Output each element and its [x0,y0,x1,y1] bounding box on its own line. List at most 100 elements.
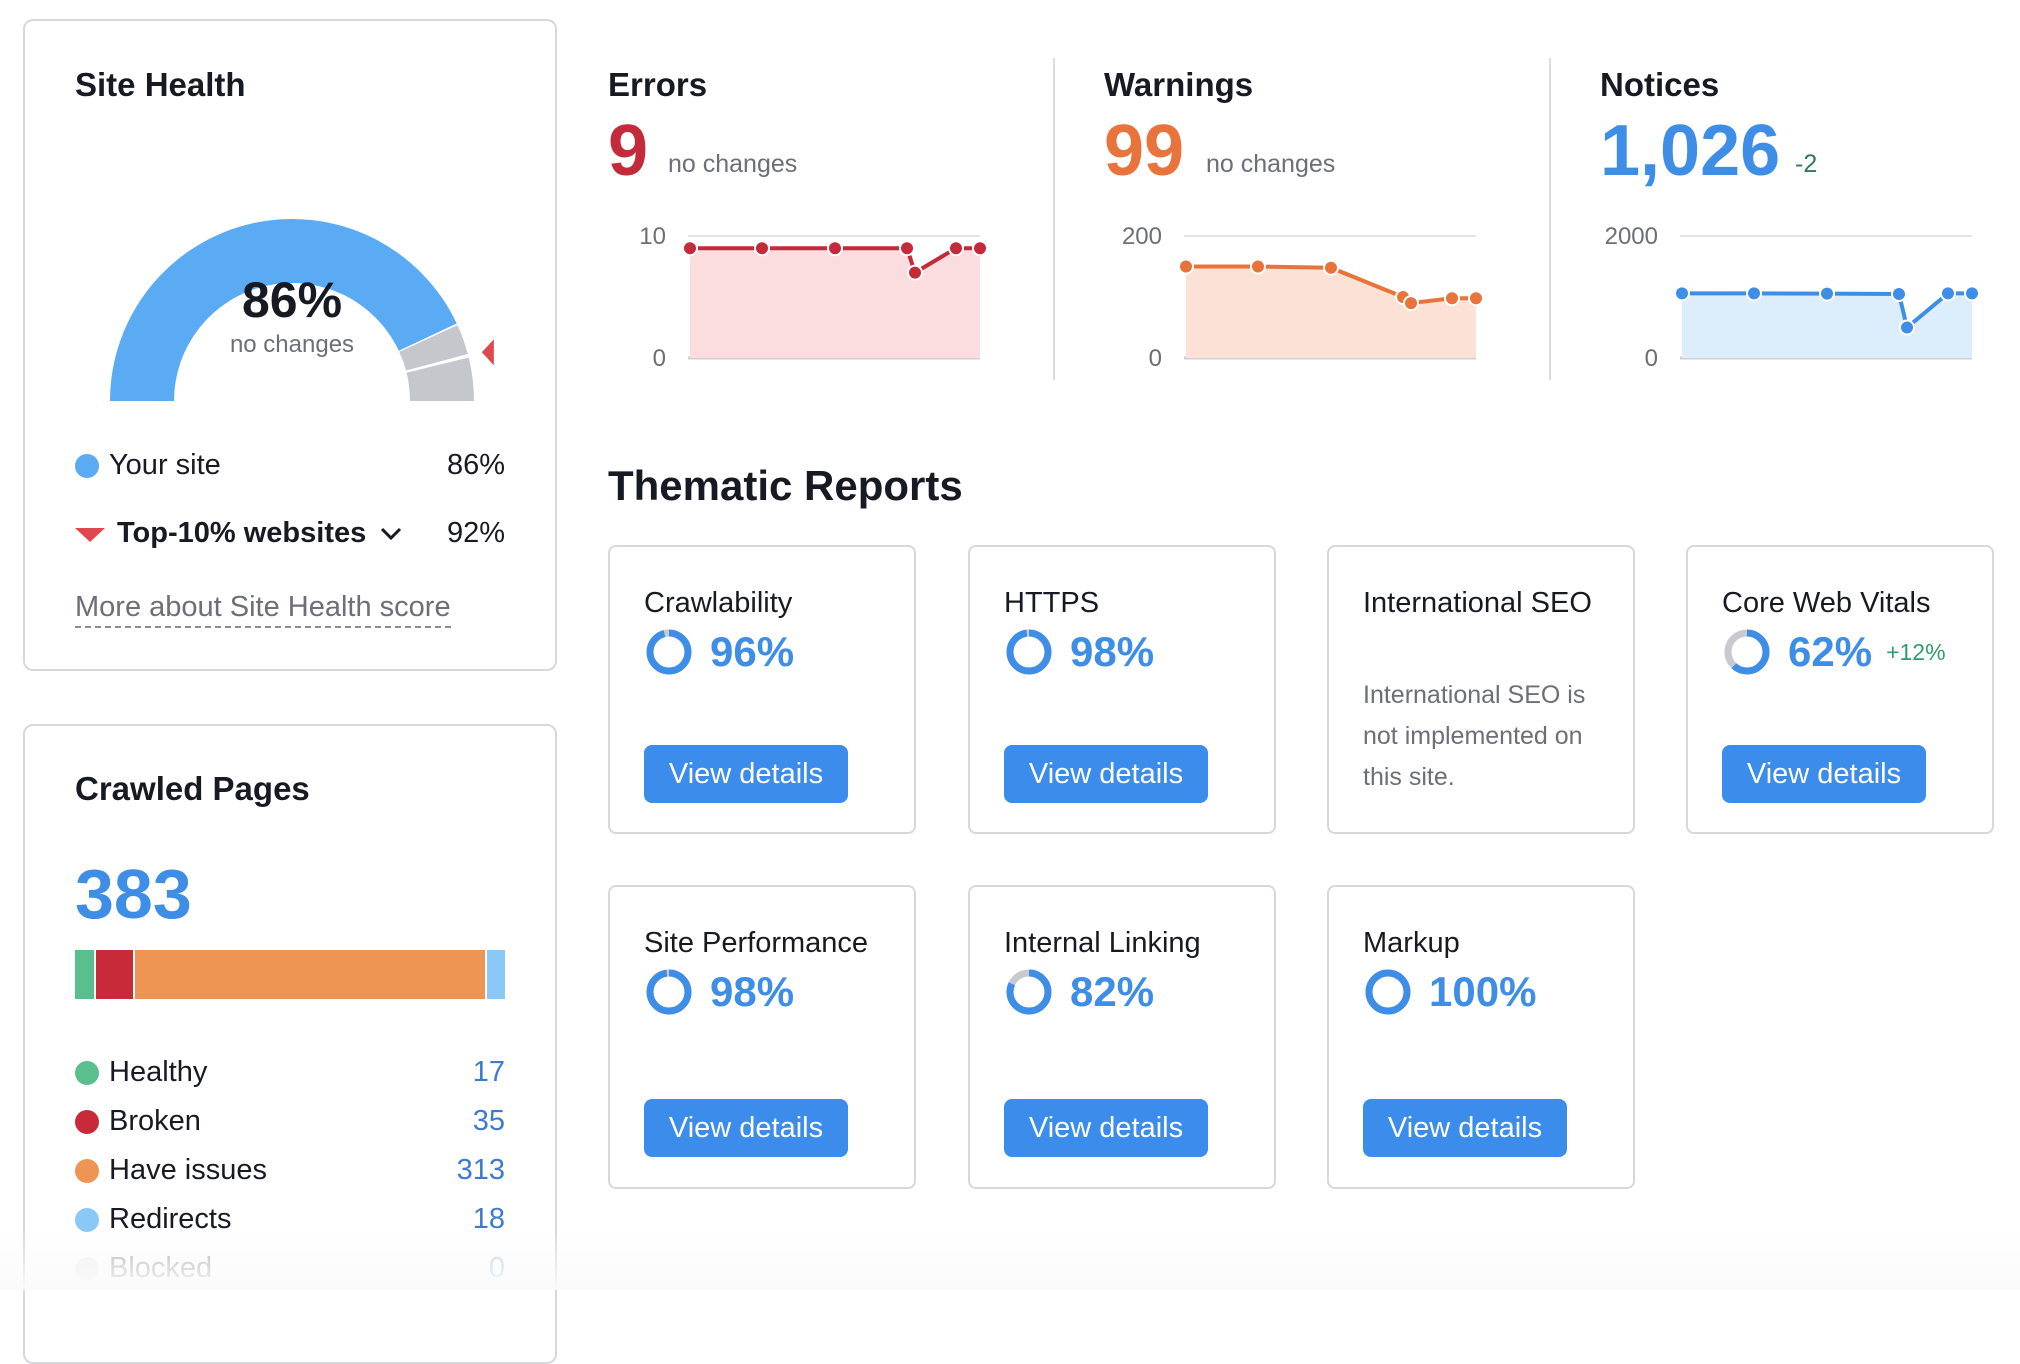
legend-value[interactable]: 35 [472,1105,505,1137]
legend-your-site: Your site 86% [75,449,505,482]
legend-top10[interactable]: Top-10% websites 92% [75,517,505,550]
bar-segment-broken[interactable] [94,950,134,999]
crawled-legend-row[interactable]: Healthy 17 [75,1056,505,1089]
site-health-score: 86% [241,272,343,328]
report-card-core-web-vitals: Core Web Vitals 62% +12% View details [1686,545,1994,834]
crawled-pages-bar [75,950,505,999]
report-delta: +12% [1886,638,1946,665]
area-fill [690,248,980,358]
data-point[interactable] [1178,258,1194,275]
data-point[interactable] [1819,285,1835,302]
data-point[interactable] [907,264,923,281]
triangle-down-icon [75,527,105,542]
view-details-button[interactable]: View details [1363,1099,1567,1157]
legend-label: Your site [109,449,221,481]
notices-metric: Notices 1,026 -2 2000 0 [1600,58,2020,378]
report-name: Site Performance [644,927,869,959]
data-point[interactable] [1891,285,1907,302]
chevron-down-icon[interactable] [380,527,402,541]
legend-value[interactable]: 17 [472,1056,505,1088]
data-point[interactable] [1746,285,1762,302]
report-name: Core Web Vitals [1722,587,1931,619]
y-tick-label: 10 [639,223,666,250]
data-point[interactable] [948,240,964,257]
metric-value[interactable]: 1,026 [1600,111,1781,191]
warnings-metric: Warnings 99 no changes 200 0 [1104,58,1544,378]
legend-value[interactable]: 313 [456,1154,505,1186]
data-point[interactable] [1468,290,1484,307]
bottom-fade [0,1230,2020,1290]
y-tick-label: 0 [1645,345,1658,372]
crawled-pages-total[interactable]: 383 [75,855,192,933]
report-name: Internal Linking [1004,927,1201,959]
data-point[interactable] [682,240,698,257]
report-name: Crawlability [644,587,793,619]
data-point[interactable] [1964,285,1980,302]
thematic-reports-title: Thematic Reports [608,462,963,509]
errors-metric: Errors 9 no changes 10 0 [608,58,1048,378]
metric-sparkline: 2000 0 [1605,223,1980,372]
metric-change: no changes [668,150,798,178]
report-percent: 98% [1070,628,1155,675]
crawled-legend-row[interactable]: Have issues 313 [75,1154,505,1187]
data-point[interactable] [1674,285,1690,302]
metric-value[interactable]: 9 [608,111,649,191]
data-point[interactable] [1403,295,1419,312]
more-about-site-health-link[interactable]: More about Site Health score [75,591,451,628]
top10-marker-icon [481,339,494,366]
data-point[interactable] [754,240,770,257]
view-details-button[interactable]: View details [644,745,848,803]
report-percent: 82% [1070,968,1155,1015]
bar-segment-healthy[interactable] [75,950,95,999]
progress-ring-icon [646,629,692,675]
status-dot-icon [75,1207,99,1232]
blue-dot-icon [75,453,99,478]
metric-change: -2 [1795,150,1818,178]
report-card-site-performance: Site Performance 98% View details [608,885,916,1189]
crawled-legend-row[interactable]: Broken 35 [75,1105,505,1138]
site-health-gauge [110,219,494,401]
report-description: International SEO is not implemented on … [1363,681,1586,791]
data-point[interactable] [1250,258,1266,275]
report-name: International SEO [1363,587,1592,619]
progress-ring-icon [646,969,692,1015]
view-details-button[interactable]: View details [1004,745,1208,803]
area-fill [1186,266,1476,358]
data-point[interactable] [1940,285,1956,302]
gauge-remaining-arc [406,357,474,401]
view-details-button[interactable]: View details [1722,745,1926,803]
bar-segment-have-issues[interactable] [133,950,485,999]
site-health-card: Site Health 86% no changes Your site 86%… [23,19,557,671]
legend-value[interactable]: 18 [472,1203,505,1235]
metric-value[interactable]: 99 [1104,111,1185,191]
report-score: 96% [644,627,794,677]
data-point[interactable] [1323,259,1339,276]
progress-ring-icon [1006,969,1052,1015]
site-health-change: no changes [229,331,355,358]
report-score: 62% +12% [1722,627,1946,677]
data-point[interactable] [827,240,843,257]
legend-value: 92% [446,517,505,549]
divider [1053,58,1055,380]
metric-title: Notices [1600,66,1720,103]
status-dot-icon [75,1060,99,1085]
crawled-pages-title: Crawled Pages [75,770,310,807]
crawled-legend-row[interactable]: Redirects 18 [75,1203,505,1236]
data-point[interactable] [1899,319,1915,336]
legend-label: Have issues [109,1154,267,1186]
data-point[interactable] [972,240,988,257]
report-card-crawlability: Crawlability 96% View details [608,545,916,834]
metric-title: Errors [608,66,708,103]
progress-ring-icon [1365,969,1411,1015]
bar-segment-redirects[interactable] [484,950,505,999]
view-details-button[interactable]: View details [644,1099,848,1157]
data-point[interactable] [899,240,915,257]
legend-label: Top-10% websites [117,517,367,549]
report-percent: 100% [1429,968,1537,1015]
y-tick-label: 0 [653,345,666,372]
view-details-button[interactable]: View details [1004,1099,1208,1157]
y-tick-label: 200 [1122,223,1162,250]
divider [1549,58,1551,380]
report-card-international-seo: International SEO International SEO is no… [1327,545,1635,834]
data-point[interactable] [1444,290,1460,307]
